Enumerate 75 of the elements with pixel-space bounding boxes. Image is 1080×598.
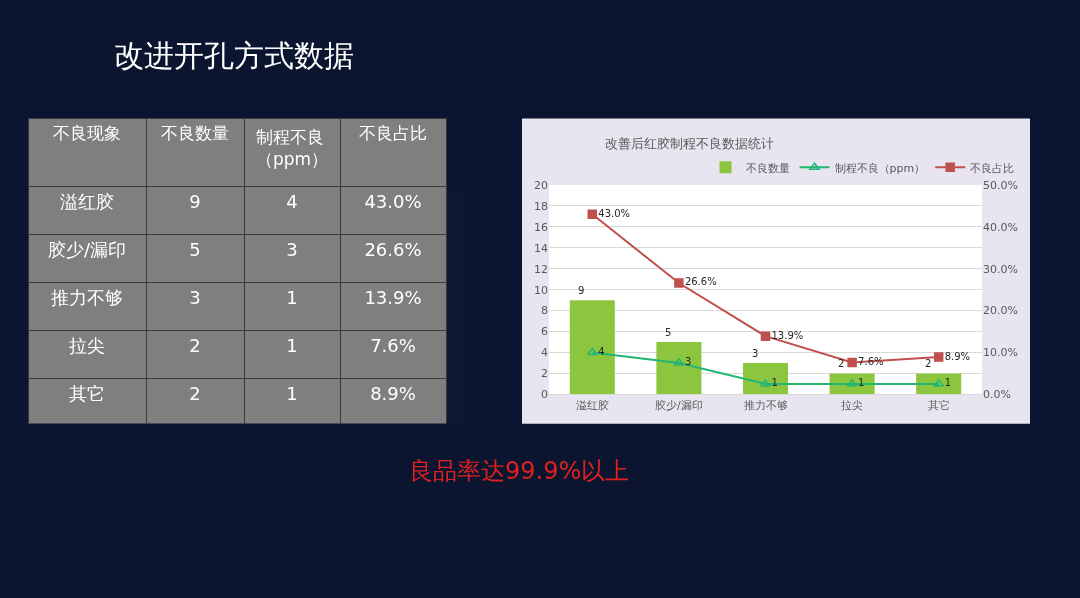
category-label: 推力不够 (51, 287, 123, 308)
y-tick-label: 18 (534, 199, 548, 213)
data-label: 3 (752, 348, 759, 359)
data-label: 9 (189, 191, 201, 212)
point (674, 278, 684, 288)
data-label: 2 (189, 335, 201, 356)
y-tick-label: 8 (541, 304, 548, 318)
data-label: 1 (771, 377, 778, 389)
x-tick-label: 拉尖 (841, 398, 864, 412)
y-tick-label: 4 (541, 346, 548, 360)
point (847, 357, 857, 368)
data-label: 26.6% (364, 239, 422, 260)
data-label: 8.9% (370, 383, 416, 404)
category-label: 溢红胶 (60, 191, 114, 212)
y-tick-label: 16 (534, 220, 548, 234)
point (760, 379, 771, 387)
point (587, 209, 598, 220)
category-label: 胶少/漏印 (47, 239, 127, 260)
x-tick-label: 溢红胶 (575, 398, 609, 412)
legend-label: 不良数量 (745, 161, 790, 175)
legend-label: 不良占比 (970, 161, 1015, 175)
text: 不良现象 (53, 123, 121, 144)
y2-tick-label: 20.0% (983, 304, 1018, 318)
y-tick-label: 14 (534, 241, 548, 255)
chart-title: 改善后红胶制程不良数据统计 (605, 136, 774, 151)
data-label: 2 (838, 358, 845, 369)
bar (916, 373, 962, 395)
point (933, 352, 944, 362)
y-tick-label: 12 (534, 262, 548, 276)
data-label: 1 (286, 383, 298, 404)
data-label: 3 (189, 287, 201, 308)
x-tick-label: 推力不够 (743, 398, 788, 412)
category-label: 拉尖 (69, 335, 105, 356)
bar (742, 362, 789, 395)
data-label: 13.9% (771, 329, 804, 341)
y2-tick-label: 40.0% (983, 220, 1018, 234)
data-label: 7.6% (370, 335, 416, 356)
y2-tick-label: 50.0% (983, 178, 1018, 192)
point (760, 331, 771, 341)
x-tick-label: 胶少/漏印 (655, 398, 703, 412)
series-label: 制程不良（ppm） (255, 126, 329, 169)
y2-tick-label: 0.0% (983, 388, 1011, 402)
text: 不良占比 (359, 123, 427, 144)
data-label: 43.0% (598, 207, 631, 219)
y-tick-label: 0 (541, 388, 548, 402)
y2-tick-label: 30.0% (983, 262, 1018, 276)
data-label: 9 (578, 285, 585, 296)
data-label: 3 (684, 356, 692, 368)
text: 良品率达99.9%以上 (409, 457, 630, 485)
bar (656, 342, 702, 395)
data-label: 5 (189, 239, 201, 260)
bar (569, 300, 615, 395)
point (586, 347, 598, 356)
x-tick-label: 其它 (927, 398, 950, 412)
data-label: 4 (286, 191, 298, 212)
data-label: 1 (286, 335, 298, 356)
y-tick-label: 20 (534, 178, 548, 192)
y-tick-label: 6 (541, 325, 548, 339)
y-tick-label: 2 (541, 367, 548, 381)
data-label: 26.6% (684, 276, 717, 288)
data-label: 43.0% (364, 191, 422, 212)
data-label: 2 (189, 383, 201, 404)
data-label: 1 (944, 377, 952, 389)
data-label: 8.9% (944, 350, 971, 362)
data-label: 3 (286, 239, 298, 260)
data-label: 5 (665, 327, 672, 338)
data-label: 2 (925, 358, 932, 369)
data-label: 1 (858, 377, 865, 389)
data-label: 13.9% (364, 287, 422, 308)
y2-tick-label: 10.0% (983, 346, 1018, 360)
y-tick-label: 10 (534, 283, 548, 297)
legend-label: 制程不良（ppm） (834, 161, 926, 175)
data-label: 1 (286, 287, 298, 308)
text: 不良数量 (161, 123, 229, 144)
text: 改进开孔方式数据 (114, 38, 354, 73)
